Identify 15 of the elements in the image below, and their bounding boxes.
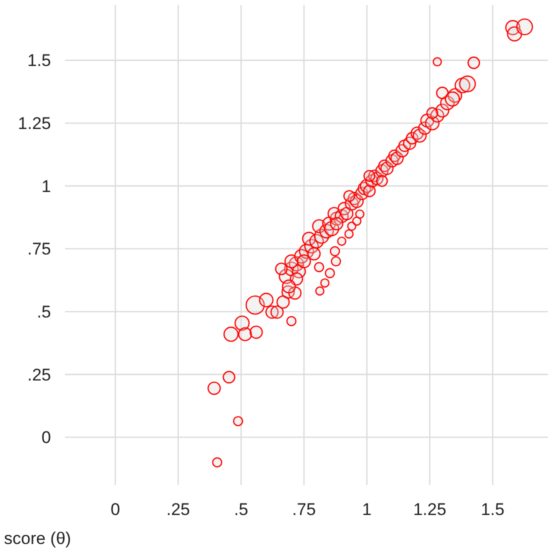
y-tick-label: 0 [42, 428, 51, 448]
x-tick-label: 1 [362, 500, 372, 519]
x-axis-title: score (θ) [4, 529, 72, 548]
y-tick-label: .25 [27, 365, 51, 384]
y-tick-label: 1.5 [27, 51, 51, 70]
x-tick-label: .5 [234, 500, 248, 519]
y-tick-label: .75 [27, 240, 51, 259]
y-tick-label: .5 [36, 302, 51, 322]
y-tick-label: 1 [42, 176, 51, 196]
x-tick-label: 0 [110, 500, 120, 519]
y-tick-label: 1.25 [18, 114, 51, 134]
x-tick-label: 1.5 [480, 500, 504, 519]
x-tick-label: 1.25 [413, 500, 446, 519]
x-tick-label: .75 [292, 500, 316, 519]
x-tick-label: .25 [166, 500, 190, 519]
